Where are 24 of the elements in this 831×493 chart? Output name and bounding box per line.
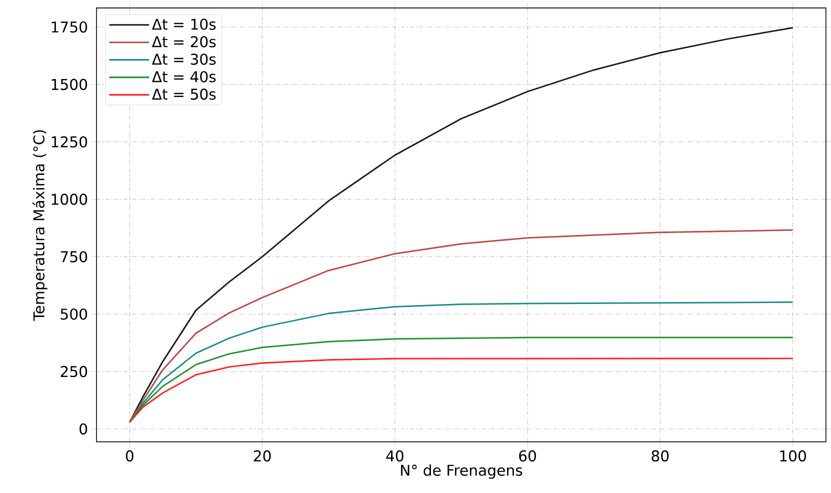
- y-tick-label: 1250: [52, 136, 88, 148]
- y-tick-label: 1500: [52, 79, 88, 90]
- x-tick-label: 60: [519, 450, 536, 462]
- y-tick-label: 1000: [52, 194, 88, 206]
- y-axis-title: Temperatura Máxima (°C): [32, 130, 48, 322]
- y-tick-label: 1750: [52, 22, 88, 33]
- x-axis-title: N° de Frenagens: [401, 464, 522, 479]
- y-tick-label: 0: [80, 424, 88, 435]
- legend-label: Δt = 30s: [152, 54, 216, 66]
- y-tick-label: 250: [60, 366, 88, 378]
- x-tick-label: 0: [126, 450, 134, 462]
- x-tick-label: 20: [254, 450, 271, 462]
- legend-label: Δt = 40s: [152, 71, 216, 83]
- x-tick-label: 100: [780, 450, 806, 462]
- legend-label: Δt = 20s: [152, 36, 216, 48]
- y-tick-label: 750: [60, 251, 88, 263]
- legend-label: Δt = 10s: [152, 18, 216, 30]
- line-series: [128, 337, 794, 424]
- line-series: [128, 302, 794, 424]
- x-tick-label: 80: [652, 450, 669, 462]
- line-series: [128, 358, 794, 424]
- x-tick-label: 40: [386, 450, 404, 462]
- y-tick-label: 500: [60, 308, 88, 320]
- legend-label: Δt = 50s: [152, 88, 216, 100]
